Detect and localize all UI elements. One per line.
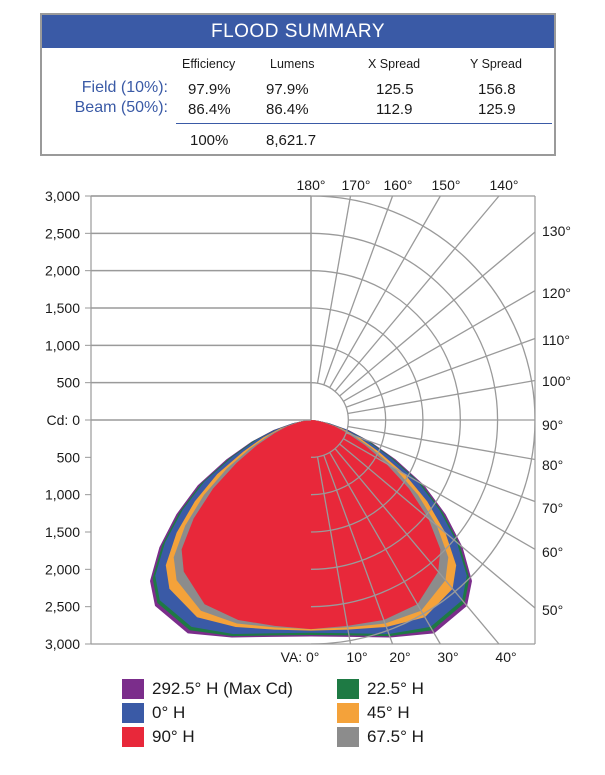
legend-swatch [337, 679, 359, 699]
header-lumens: Lumens [270, 57, 315, 71]
angle-label-bottom: 20° [389, 649, 410, 665]
angle-spoke [334, 195, 500, 392]
header-x-spread: X Spread [368, 57, 421, 71]
legend-item: 90° H [122, 725, 195, 749]
legend-item: 45° H [337, 701, 410, 725]
legend-item: 67.5° H [337, 725, 424, 749]
angle-label-right: 50° [542, 602, 563, 618]
angle-spoke [329, 195, 441, 388]
angle-label-top: 150° [432, 177, 461, 193]
angle-label-bottom: 40° [495, 649, 516, 665]
angle-spoke [347, 425, 536, 461]
y-tick-label: 3,000 [45, 636, 80, 652]
total-efficiency: 100% [190, 132, 229, 149]
angle-spoke [339, 231, 536, 397]
beam-efficiency: 86.4% [188, 101, 231, 118]
row-label-beam: Beam (50%): [74, 99, 168, 116]
y-tick-label: 2,000 [45, 263, 80, 279]
total-lumens: 8,621.7 [266, 132, 317, 149]
angle-spoke [323, 195, 394, 386]
y-tick-label: 1,500 [45, 524, 80, 540]
y-tick-label: Cd: 0 [47, 412, 81, 428]
angle-label-bottom: 10° [346, 649, 367, 665]
legend-label: 22.5° H [367, 679, 424, 698]
angle-spoke [345, 337, 536, 408]
beam-y-spread: 125.9 [478, 101, 516, 118]
legend-label: 67.5° H [367, 727, 424, 746]
y-tick-label: 2,000 [45, 561, 80, 577]
angle-label-right: 70° [542, 500, 563, 516]
summary-title: FLOOD SUMMARY [42, 15, 554, 48]
legend-item: 0° H [122, 701, 185, 725]
angle-spoke [329, 452, 441, 645]
beam-x-spread: 112.9 [376, 101, 413, 118]
y-tick-label: 500 [57, 449, 81, 465]
angle-label-right: 90° [542, 417, 563, 433]
y-tick-label: 3,000 [45, 188, 80, 204]
legend-label: 292.5° H (Max Cd) [152, 679, 293, 698]
angle-spoke [347, 379, 536, 415]
photometric-curves [150, 420, 472, 638]
angle-spoke [316, 195, 352, 384]
row-label-field: Field (10%): [81, 79, 168, 96]
header-y-spread: Y Spread [470, 57, 522, 71]
angle-label-right: 80° [542, 457, 563, 473]
angle-label-top: 140° [490, 177, 519, 193]
angle-label-right: 120° [542, 285, 571, 301]
summary-divider [176, 123, 552, 124]
legend-label: 0° H [152, 703, 186, 722]
angle-label-right: 60° [542, 544, 563, 560]
legend: 292.5° H (Max Cd) 22.5° H 0° H 45° H 90° H 67… [122, 677, 482, 767]
legend-label: 90° H [152, 727, 195, 746]
angle-label-bottom: VA: 0° [281, 649, 320, 665]
angle-label-right: 100° [542, 373, 571, 389]
header-efficiency: Efficiency [182, 57, 236, 71]
angle-label-bottom: 30° [437, 649, 458, 665]
field-efficiency: 97.9% [188, 81, 231, 98]
legend-label: 45° H [367, 703, 410, 722]
angle-label-top: 170° [342, 177, 371, 193]
angle-label-top: 160° [384, 177, 413, 193]
field-x-spread: 125.5 [376, 81, 414, 98]
legend-swatch [122, 727, 144, 747]
candela-polar-chart: 3,000 2,500 2,000 1,500 1,000 500 Cd: 0 500 1,00… [45, 177, 571, 665]
series-90-h [181, 420, 441, 630]
angle-spoke [334, 448, 500, 645]
y-tick-label: 2,500 [45, 225, 80, 241]
field-lumens: 97.9% [266, 81, 309, 98]
legend-item: 292.5° H (Max Cd) [122, 677, 293, 701]
y-tick-label: 500 [57, 375, 81, 391]
angle-spoke [343, 438, 536, 550]
legend-swatch [337, 727, 359, 747]
y-tick-label: 1,500 [45, 300, 80, 316]
legend-swatch [122, 679, 144, 699]
y-tick-label: 1,000 [45, 487, 80, 503]
legend-swatch [337, 703, 359, 723]
angle-label-top: 180° [297, 177, 326, 193]
angle-spoke [323, 454, 394, 645]
field-y-spread: 156.8 [478, 81, 516, 98]
y-tick-label: 1,000 [45, 337, 80, 353]
beam-lumens: 86.4% [266, 101, 309, 118]
angle-spoke [316, 456, 352, 645]
legend-item: 22.5° H [337, 677, 424, 701]
flood-summary-table: FLOOD SUMMARY Efficiency Lumens X Spread… [40, 13, 556, 156]
polar-grid [85, 195, 536, 645]
angle-spoke [345, 432, 536, 503]
angle-label-right: 130° [542, 223, 571, 239]
angle-label-right: 110° [542, 332, 570, 348]
cd-arc [310, 382, 349, 458]
angle-spoke [339, 443, 536, 609]
chart-labels: 3,000 2,500 2,000 1,500 1,000 500 Cd: 0 500 1,00… [45, 177, 571, 665]
legend-swatch [122, 703, 144, 723]
y-tick-label: 2,500 [45, 599, 80, 615]
angle-spoke [343, 290, 536, 402]
